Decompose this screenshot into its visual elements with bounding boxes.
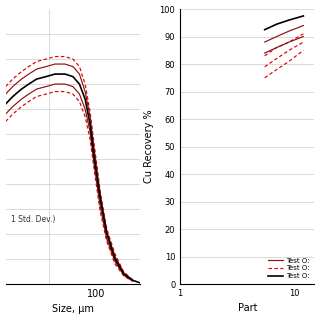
X-axis label: Size, μm: Size, μm bbox=[52, 304, 94, 315]
X-axis label: Part: Part bbox=[237, 303, 257, 314]
Legend: Test O:, Test O:, Test O:: Test O:, Test O:, Test O: bbox=[267, 256, 311, 281]
Y-axis label: Cu Recovery %: Cu Recovery % bbox=[144, 110, 154, 183]
Text: 1 Std. Dev.): 1 Std. Dev.) bbox=[11, 214, 55, 224]
